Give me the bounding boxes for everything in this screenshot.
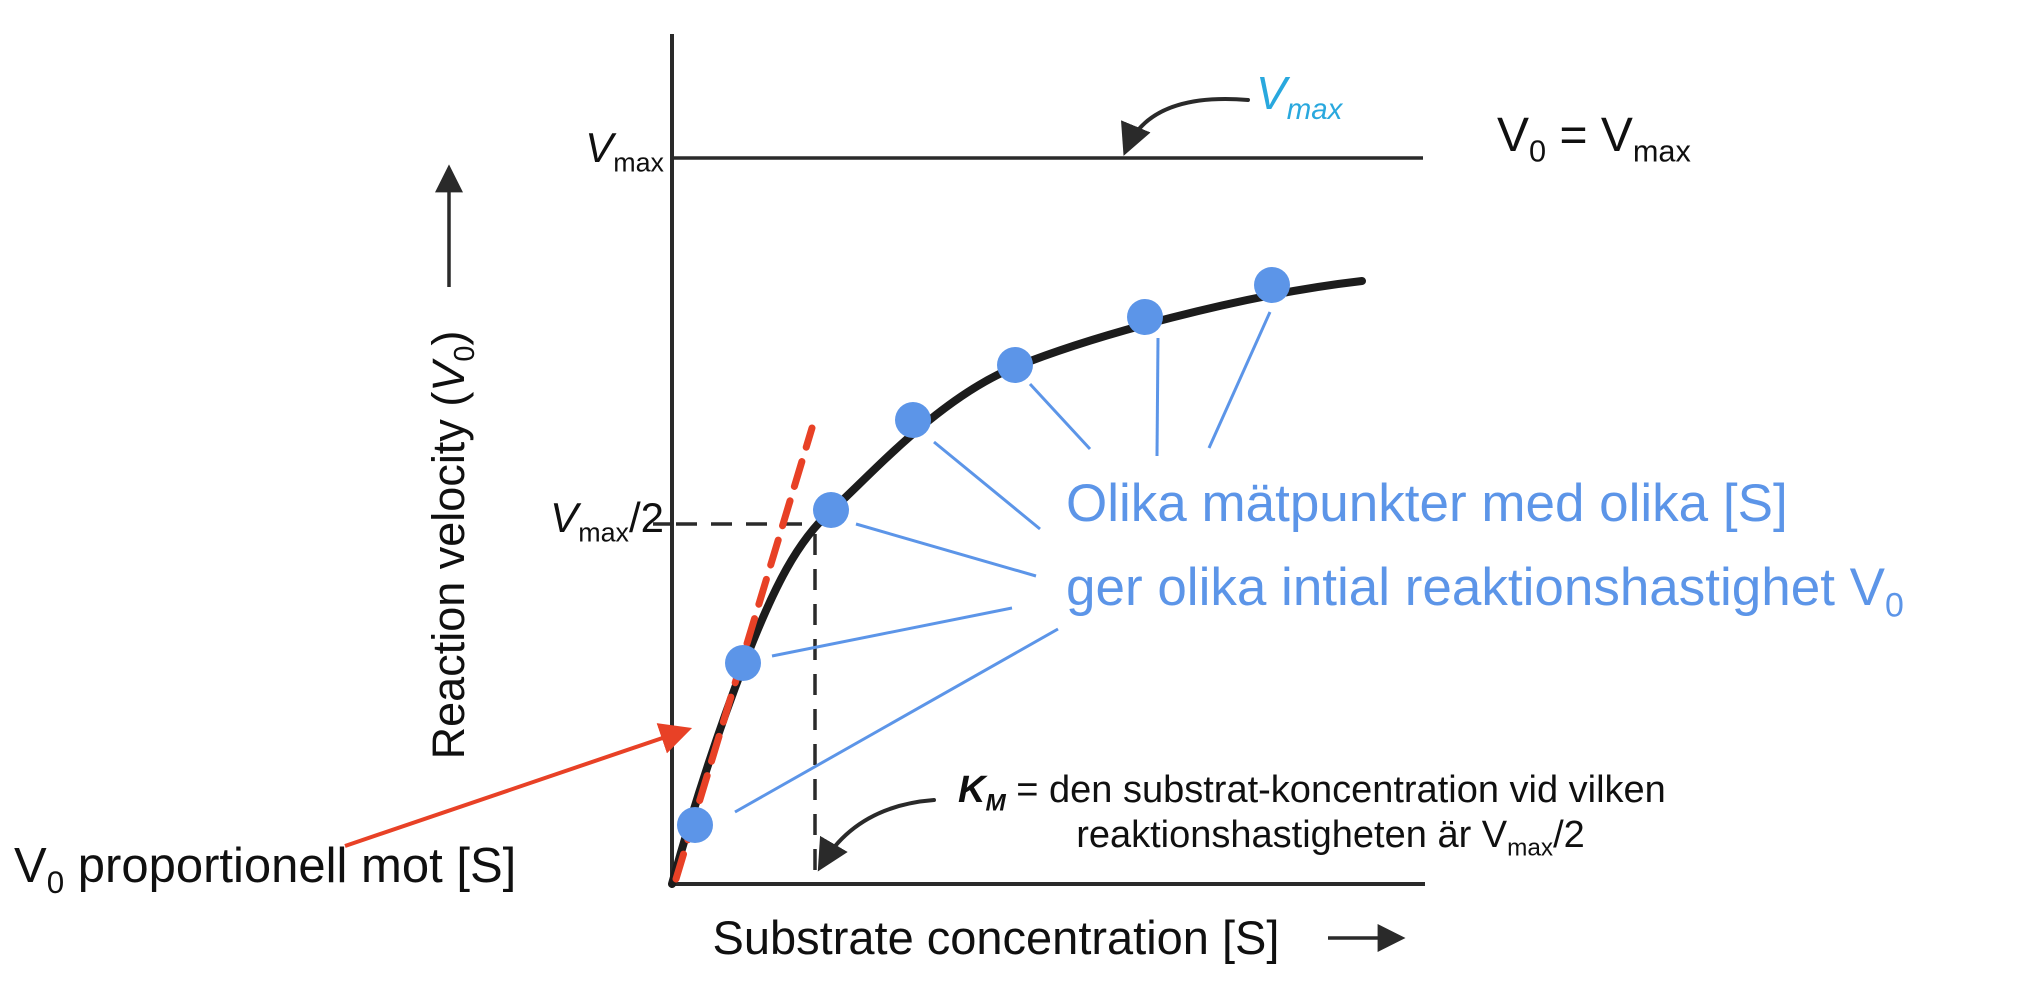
- callout-line-4: [933, 440, 1041, 531]
- data-point: [813, 492, 849, 528]
- data-point: [895, 402, 931, 438]
- vmax-blue-sub: max: [1286, 93, 1343, 127]
- v0-equals-vmax-label: V0 = Vmax: [1497, 108, 1691, 166]
- km-note-line1: KM = den substrat-koncentration vid vilk…: [958, 768, 1703, 815]
- vmax-callout-arrow: [1121, 97, 1250, 156]
- vmax-sub: max: [613, 147, 664, 178]
- callout-line-2: [771, 606, 1013, 658]
- vmax-blue-v: V: [1256, 67, 1287, 119]
- v0eq-sub2: max: [1632, 133, 1691, 169]
- v0eq-v2: V: [1600, 109, 1633, 162]
- half-vmax-tick-label: Vmax/2: [400, 494, 664, 546]
- km-symbol: K: [958, 769, 986, 811]
- km-definition-note: KM = den substrat-koncentration vid vilk…: [958, 768, 1703, 860]
- blue-note-line2-text: ger olika intial reaktionshastighet V: [1066, 558, 1886, 617]
- blue-note-line2-sub: 0: [1885, 586, 1904, 625]
- km-note-line2-sub: max: [1507, 834, 1554, 862]
- v0prop-text: proportionell mot [S]: [64, 839, 517, 893]
- v0-proportional-label: V0 proportionell mot [S]: [14, 838, 517, 898]
- v0prop-sub: 0: [46, 864, 65, 900]
- km-callout-arrow: [817, 798, 936, 872]
- v0eq-equals: =: [1546, 109, 1601, 162]
- v0prop-v: V: [14, 839, 47, 893]
- callout-line-1: [734, 627, 1059, 814]
- v0eq-sub1: 0: [1529, 133, 1547, 169]
- data-point: [1254, 267, 1290, 303]
- vmax-callout-label: Vmax: [1256, 66, 1342, 124]
- half-vmax-v: V: [550, 494, 579, 541]
- half-vmax-sub: max: [578, 517, 629, 548]
- half-vmax-suffix: /2: [628, 494, 664, 541]
- x-axis-label: Substrate concentration [S]: [712, 911, 1280, 964]
- data-point: [997, 347, 1033, 383]
- tangent-dashed-line: [672, 424, 816, 883]
- callout-line-3: [855, 522, 1037, 578]
- callout-line-7: [1207, 311, 1272, 449]
- callout-line-6: [1155, 337, 1160, 457]
- measurement-points-note: Olika mätpunkter med olika [S] ger olika…: [1066, 462, 1904, 630]
- data-point: [677, 807, 713, 843]
- measurement-points-note-line2: ger olika intial reaktionshastighet V0: [1066, 546, 1904, 630]
- km-note-line2-suffix: /2: [1553, 814, 1585, 856]
- vmax-v: V: [585, 124, 614, 171]
- prop-arrow: [344, 723, 693, 848]
- callout-line-5: [1028, 382, 1092, 451]
- measurement-points-note-line1: Olika mätpunkter med olika [S]: [1066, 474, 1788, 533]
- km-note-line2-text: reaktionshastigheten är V: [1076, 814, 1508, 856]
- km-note-line1-text: = den substrat-koncentration vid vilken: [1005, 769, 1666, 811]
- v0eq-v1: V: [1497, 109, 1530, 162]
- vmax-axis-tick-label: Vmax: [460, 124, 664, 176]
- km-symbol-sub: M: [985, 789, 1006, 817]
- data-point: [725, 645, 761, 681]
- km-note-line2: reaktionshastigheten är Vmax/2: [958, 813, 1703, 860]
- data-point: [1127, 299, 1163, 335]
